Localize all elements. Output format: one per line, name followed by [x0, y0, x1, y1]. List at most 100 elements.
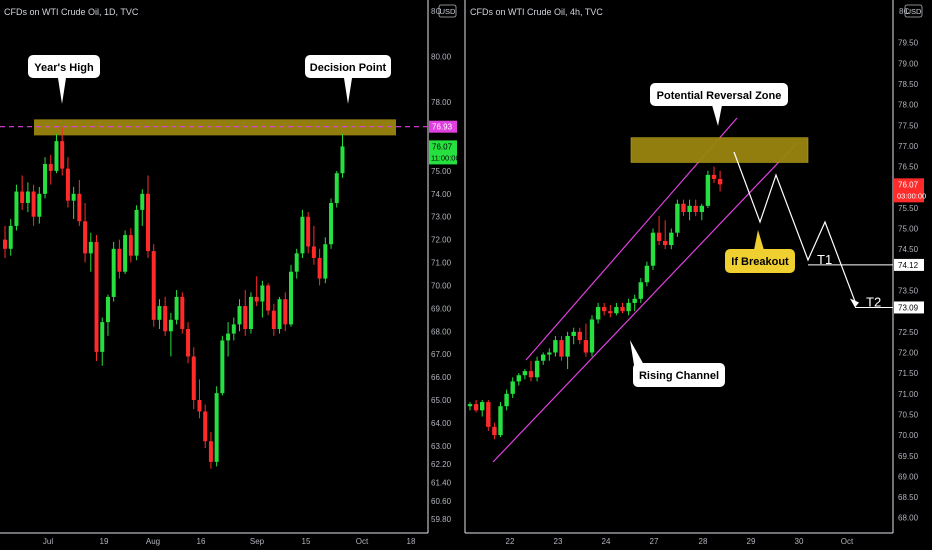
candle-body [486, 402, 491, 427]
candle-body [197, 400, 202, 412]
candle-body [608, 311, 613, 314]
candle-body [54, 141, 59, 171]
candle-body [174, 296, 179, 320]
y-tick-label: 72.00 [431, 236, 452, 245]
candle-body [60, 141, 65, 169]
candle-body [48, 164, 53, 171]
candle-body [547, 352, 552, 355]
four-hour-currency-badge[interactable] [904, 4, 923, 18]
y-tick-label: 63.00 [431, 442, 452, 451]
candle-body [151, 251, 156, 320]
daily-scale-top-label: 8C [431, 7, 441, 16]
daily-candles [3, 127, 345, 469]
four-hour-chart-title: CFDs on WTI Crude Oil, 4h, TVC [470, 7, 603, 17]
candle-body [541, 354, 546, 361]
candle-body [191, 356, 196, 400]
candle-body [717, 178, 723, 185]
y-tick-label: 64.00 [431, 419, 452, 428]
reversal-zone-callout: Potential Reversal Zone [650, 83, 788, 126]
y-tick-label: 78.00 [431, 98, 452, 107]
t2-price-text: 73.09 [898, 303, 919, 312]
candle-body [669, 232, 674, 246]
candle-body [163, 306, 168, 332]
y-tick-label: 77.50 [898, 121, 919, 130]
candle-body [534, 360, 540, 378]
x-tick-label: 15 [302, 537, 311, 546]
y-tick-label: 78.50 [898, 80, 919, 89]
candle-body [614, 307, 619, 314]
candle-body [620, 307, 625, 312]
rising-channel-callout: Rising Channel [630, 340, 725, 387]
reversal-zone-label: Potential Reversal Zone [657, 90, 782, 102]
candle-body [237, 306, 242, 325]
candle-body [43, 164, 48, 194]
candle-body [71, 193, 76, 201]
candle-body [94, 241, 99, 352]
candle-body [105, 296, 110, 323]
candle-body [656, 232, 662, 241]
candle-body [504, 393, 509, 407]
decision-point-label: Decision Point [310, 62, 387, 74]
y-tick-label: 65.00 [431, 396, 452, 405]
candle-body [565, 335, 570, 357]
daily-resistance-zone [34, 119, 396, 136]
four-hour-countdown-text: 03:00:00 [897, 191, 926, 200]
daily-currency-badge[interactable] [438, 4, 457, 18]
candle-body [559, 340, 564, 357]
t1-price-tag [894, 258, 924, 271]
daily-countdown-text: 11:00:00 [431, 153, 460, 162]
four-hour-last-price-tag [894, 178, 924, 203]
y-tick-label: 68.50 [898, 493, 919, 502]
y-tick-label: 70.50 [898, 410, 919, 419]
candle-body [186, 328, 191, 357]
candle-body [123, 235, 128, 272]
candle-body [571, 331, 576, 336]
candle-body [231, 324, 236, 334]
candle-body [480, 402, 485, 411]
y-tick-label: 73.00 [431, 213, 452, 222]
candle-body [632, 298, 637, 303]
candle-body [214, 393, 219, 462]
candle-body [283, 299, 288, 325]
candle-body [226, 333, 231, 341]
daily-chart-title: CFDs on WTI Crude Oil, 1D, TVC [4, 7, 139, 17]
candle-body [220, 340, 225, 394]
candle-body [626, 302, 631, 312]
x-tick-label: 18 [407, 537, 416, 546]
x-tick-label: 23 [554, 537, 563, 546]
candle-body [300, 216, 305, 254]
y-tick-label: 77.00 [898, 142, 919, 151]
candle-body [473, 404, 479, 411]
candle-body [65, 168, 70, 201]
x-tick-label: 19 [100, 537, 109, 546]
target-t1-label: T1 [817, 252, 832, 267]
candle-body [602, 307, 607, 312]
candle-body [705, 174, 711, 206]
candle-body [334, 173, 339, 203]
x-tick-label: 27 [650, 537, 659, 546]
y-tick-label: 70.00 [431, 281, 452, 290]
y-tick-label: 72.50 [898, 328, 919, 337]
candle-body [289, 271, 293, 325]
four-hour-last-price-text: 76.07 [898, 180, 919, 189]
candle-body [311, 246, 316, 258]
y-tick-label: 71.50 [898, 369, 919, 378]
candle-body [711, 174, 717, 179]
t2-price-tag [894, 301, 924, 314]
year-high-label: Year's High [34, 62, 94, 74]
candle-body [681, 203, 686, 213]
daily-chart-panel: CFDs on WTI Crude Oil, 1D, TVC 8C USD 80… [0, 0, 460, 546]
y-tick-label: 75.00 [431, 167, 452, 176]
four-hour-x-axis: 22 23 24 27 28 29 30 Oct [506, 537, 854, 546]
potential-reversal-zone-box [630, 137, 809, 163]
x-tick-label: 22 [506, 537, 515, 546]
x-tick-label: Aug [146, 537, 160, 546]
daily-last-price-text: 76.07 [432, 142, 453, 151]
candle-body [522, 371, 528, 376]
daily-y-axis: 80.00 78.00 75.00 74.00 73.00 72.00 71.00 70.00… [431, 52, 452, 524]
candle-body [128, 235, 133, 256]
candle-body [589, 319, 595, 353]
candle-body [317, 257, 322, 279]
